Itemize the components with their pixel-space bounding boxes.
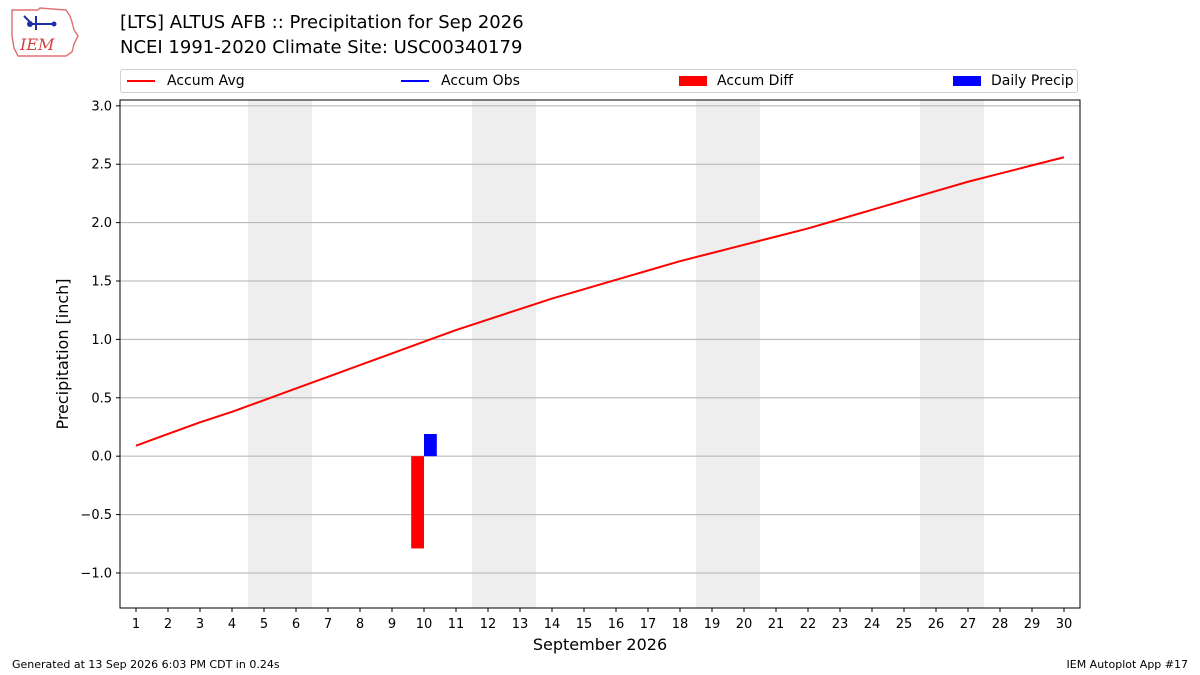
accum-avg-line (135, 156, 1065, 447)
legend-label-accum-diff: Accum Diff (717, 73, 794, 89)
x-tick-label: 1 (132, 617, 140, 632)
legend-label-accum-avg: Accum Avg (167, 73, 245, 89)
x-tick-label: 5 (260, 617, 268, 632)
daily-precip-bar (424, 433, 437, 457)
legend-swatch-daily-precip (953, 76, 981, 86)
x-tick-label: 21 (768, 617, 785, 632)
x-tick-label: 27 (960, 617, 977, 632)
x-tick-label: 8 (356, 617, 364, 632)
iem-logo: IEM (11, 7, 79, 57)
logo-text: IEM (19, 35, 55, 54)
plot-frame (119, 99, 1081, 609)
x-tick-label: 19 (704, 617, 721, 632)
legend-swatch-accum-avg (127, 80, 155, 82)
autoplot-app-label: IEM Autoplot App #17 (1066, 658, 1189, 671)
x-tick-label: 24 (864, 617, 881, 632)
x-tick-label: 26 (928, 617, 945, 632)
y-axis-label: Precipitation [inch] (53, 278, 72, 429)
x-tick-label: 15 (576, 617, 593, 632)
y-tick-label: 0.5 (91, 391, 112, 406)
y-tick-label: 2.0 (91, 216, 112, 231)
weekend-shade (248, 100, 312, 608)
x-tick-label: 23 (832, 617, 849, 632)
weekend-shade (472, 100, 536, 608)
x-tick-label: 28 (992, 617, 1009, 632)
x-axis-ticks: 1 2 3 4 5 6 7 8 9 10 11 12 13 14 15 16 17 18 19 20 21 22 23 24 2… (132, 608, 1072, 632)
x-tick-label: 30 (1056, 617, 1073, 632)
legend-label-daily-precip: Daily Precip (991, 73, 1074, 89)
x-tick-label: 4 (228, 617, 236, 632)
grid-lines (120, 105, 1080, 574)
y-tick-label: −0.5 (80, 508, 112, 523)
x-tick-label: 17 (640, 617, 657, 632)
x-tick-label: 12 (480, 617, 497, 632)
y-tick-label: 1.5 (91, 275, 112, 290)
legend-item-daily-precip: Daily Precip (953, 70, 1074, 92)
chart-title: [LTS] ALTUS AFB :: Precipitation for Sep… (120, 12, 524, 33)
legend-swatch-accum-obs (401, 80, 429, 82)
y-tick-label: 1.0 (91, 333, 112, 348)
x-tick-label: 14 (544, 617, 561, 632)
x-tick-label: 20 (736, 617, 753, 632)
weekend-shading (248, 100, 984, 608)
x-tick-label: 3 (196, 617, 204, 632)
x-tick-label: 25 (896, 617, 913, 632)
x-tick-label: 29 (1024, 617, 1041, 632)
accum-diff-bar (411, 456, 424, 549)
x-tick-label: 9 (388, 617, 396, 632)
x-tick-label: 7 (324, 617, 332, 632)
y-tick-label: 3.0 (91, 99, 112, 114)
y-axis-ticks: −1.0 −0.5 0.0 0.5 1.0 1.5 2.0 2.5 3.0 (80, 99, 120, 581)
legend-item-accum-diff: Accum Diff (679, 70, 793, 92)
x-tick-label: 18 (672, 617, 689, 632)
x-tick-label: 16 (608, 617, 625, 632)
x-tick-label: 6 (292, 617, 300, 632)
chart-subtitle: NCEI 1991-2020 Climate Site: USC00340179 (120, 37, 523, 58)
weekend-shade (920, 100, 984, 608)
legend-item-accum-obs: Accum Obs (401, 70, 520, 92)
lines (135, 156, 1065, 447)
legend: Accum Avg Accum Obs Accum Diff Daily Pre… (120, 69, 1078, 93)
generated-timestamp: Generated at 13 Sep 2026 6:03 PM CDT in … (12, 658, 280, 671)
x-tick-label: 11 (448, 617, 465, 632)
y-tick-label: −1.0 (80, 566, 112, 581)
legend-label-accum-obs: Accum Obs (441, 73, 520, 89)
legend-item-accum-avg: Accum Avg (127, 70, 245, 92)
x-tick-label: 22 (800, 617, 817, 632)
x-tick-label: 2 (164, 617, 172, 632)
y-tick-label: 2.5 (91, 158, 112, 173)
x-axis-label: September 2026 (533, 635, 667, 654)
x-tick-label: 10 (416, 617, 433, 632)
weekend-shade (696, 100, 760, 608)
legend-swatch-accum-diff (679, 76, 707, 86)
bars (411, 433, 437, 549)
y-tick-label: 0.0 (91, 450, 112, 465)
x-tick-label: 13 (512, 617, 529, 632)
